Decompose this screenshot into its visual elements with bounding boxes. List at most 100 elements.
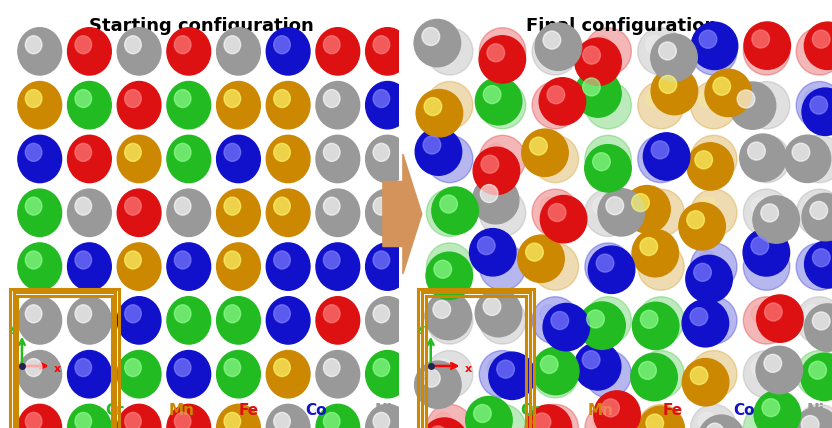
Circle shape — [487, 44, 505, 62]
Circle shape — [543, 31, 561, 49]
Circle shape — [691, 351, 737, 398]
Circle shape — [416, 89, 463, 137]
Circle shape — [535, 23, 582, 70]
Circle shape — [423, 136, 441, 154]
Text: Mn: Mn — [588, 403, 614, 418]
Circle shape — [585, 28, 631, 75]
Circle shape — [751, 412, 769, 428]
Circle shape — [638, 406, 685, 428]
Circle shape — [585, 404, 631, 428]
Circle shape — [414, 361, 461, 408]
Circle shape — [17, 404, 62, 428]
Circle shape — [427, 243, 473, 290]
Circle shape — [25, 305, 42, 323]
Circle shape — [802, 88, 832, 135]
Circle shape — [751, 197, 769, 215]
Circle shape — [67, 243, 111, 290]
Circle shape — [592, 251, 611, 269]
Circle shape — [324, 89, 340, 107]
Circle shape — [480, 184, 498, 202]
Circle shape — [429, 426, 447, 428]
Circle shape — [637, 351, 684, 398]
Circle shape — [585, 145, 631, 192]
Circle shape — [691, 135, 737, 183]
Circle shape — [25, 36, 42, 54]
Circle shape — [637, 135, 684, 183]
Circle shape — [423, 369, 440, 387]
Circle shape — [487, 89, 505, 107]
Circle shape — [479, 81, 526, 129]
Circle shape — [479, 189, 526, 236]
Circle shape — [434, 197, 452, 215]
Circle shape — [75, 197, 92, 215]
Circle shape — [324, 251, 340, 269]
Circle shape — [373, 305, 389, 323]
Circle shape — [117, 28, 161, 75]
Circle shape — [698, 415, 745, 428]
Text: e: e — [420, 371, 426, 381]
Circle shape — [324, 36, 340, 54]
Circle shape — [804, 89, 822, 107]
Circle shape — [579, 302, 626, 349]
Circle shape — [532, 28, 578, 75]
Circle shape — [522, 129, 568, 176]
Text: Fe: Fe — [662, 403, 682, 418]
Circle shape — [643, 133, 690, 180]
Circle shape — [67, 135, 111, 183]
Circle shape — [224, 412, 240, 428]
Circle shape — [641, 310, 658, 328]
Circle shape — [753, 196, 800, 243]
Circle shape — [751, 305, 769, 323]
Circle shape — [17, 351, 62, 398]
Circle shape — [365, 135, 409, 183]
Circle shape — [659, 42, 676, 60]
Circle shape — [324, 143, 340, 161]
Circle shape — [274, 197, 290, 215]
Text: Final configuration: Final configuration — [527, 17, 717, 35]
Circle shape — [532, 189, 578, 236]
Circle shape — [540, 143, 557, 161]
Circle shape — [756, 295, 803, 342]
Circle shape — [266, 243, 310, 290]
Circle shape — [224, 359, 240, 377]
Circle shape — [274, 412, 290, 428]
Circle shape — [592, 143, 611, 161]
Circle shape — [551, 312, 568, 330]
Bar — [426, 296, 526, 428]
Circle shape — [540, 89, 557, 107]
Circle shape — [743, 28, 790, 75]
Circle shape — [487, 36, 505, 54]
Circle shape — [167, 297, 210, 344]
Circle shape — [422, 27, 439, 45]
Circle shape — [532, 404, 578, 428]
Circle shape — [756, 346, 803, 394]
Circle shape — [804, 412, 822, 428]
Circle shape — [216, 189, 260, 236]
Circle shape — [434, 251, 452, 269]
Circle shape — [585, 351, 631, 398]
Circle shape — [574, 343, 621, 390]
Circle shape — [117, 81, 161, 129]
Circle shape — [479, 135, 526, 183]
Circle shape — [540, 355, 558, 373]
Bar — [14, 292, 116, 428]
Circle shape — [705, 69, 751, 116]
Circle shape — [67, 189, 111, 236]
Circle shape — [646, 36, 663, 54]
Circle shape — [585, 81, 631, 129]
Circle shape — [167, 243, 210, 290]
Text: y: y — [10, 324, 17, 334]
Circle shape — [316, 243, 359, 290]
Text: Mn: Mn — [169, 403, 195, 418]
Circle shape — [224, 36, 240, 54]
Circle shape — [646, 305, 663, 323]
Circle shape — [751, 36, 769, 54]
Circle shape — [216, 297, 260, 344]
Circle shape — [532, 135, 578, 183]
Circle shape — [632, 302, 679, 350]
Circle shape — [266, 28, 310, 75]
Circle shape — [632, 229, 679, 277]
Circle shape — [804, 251, 822, 269]
Circle shape — [698, 251, 716, 269]
Circle shape — [743, 351, 790, 398]
